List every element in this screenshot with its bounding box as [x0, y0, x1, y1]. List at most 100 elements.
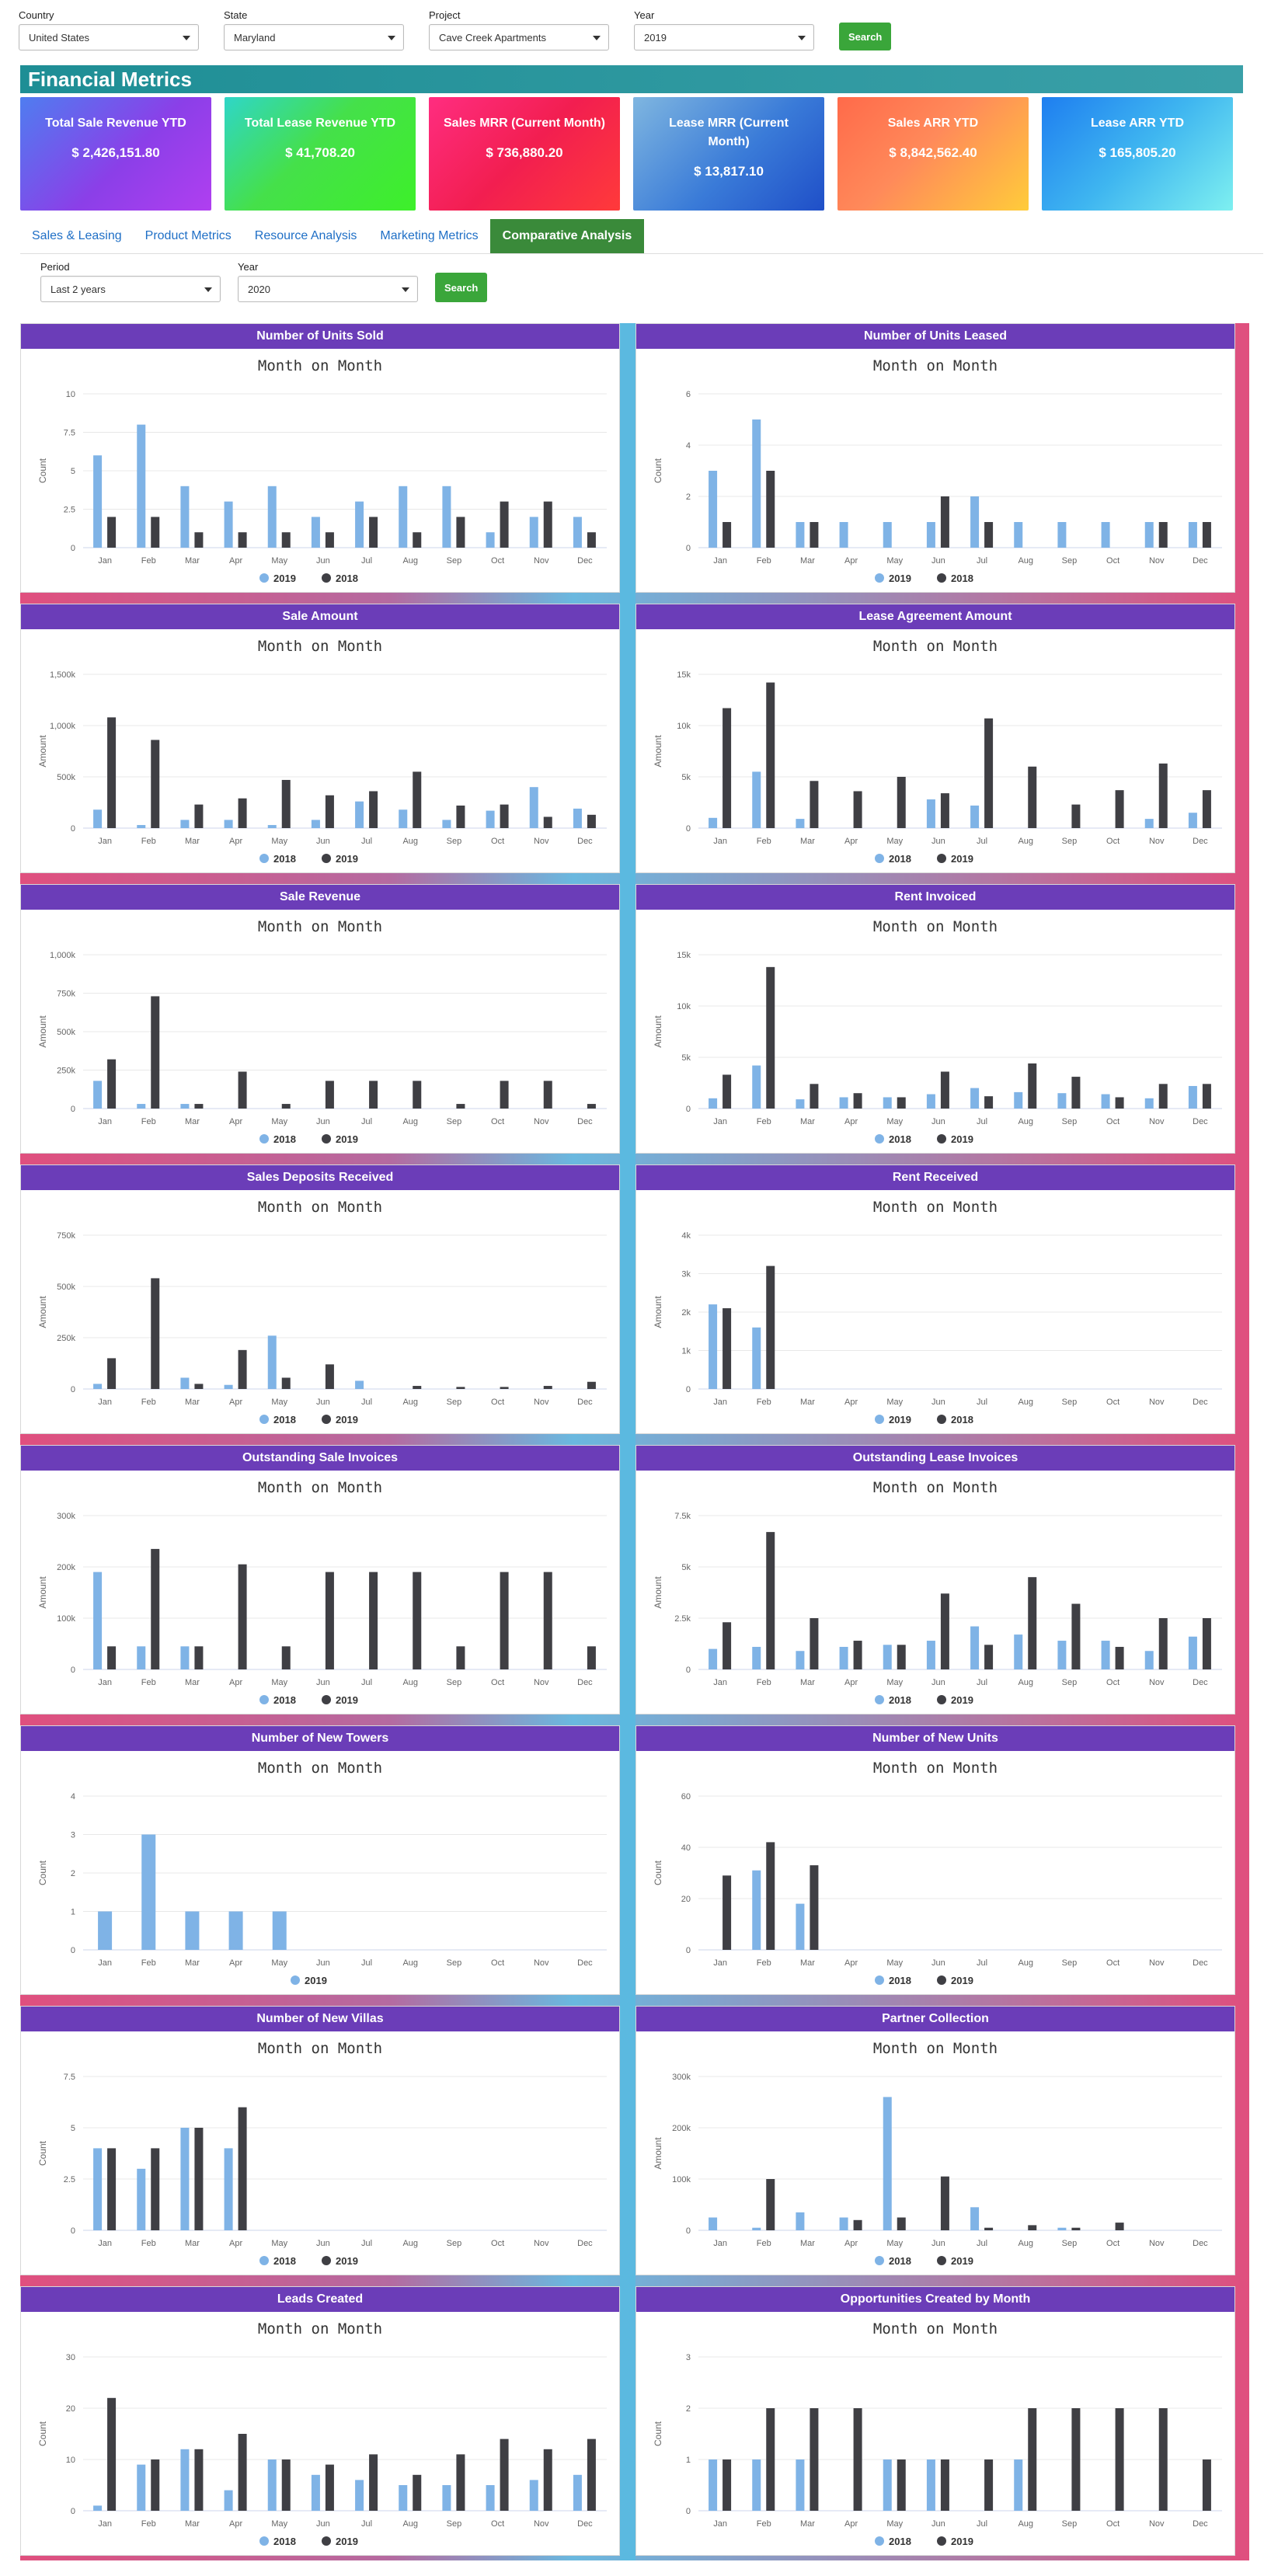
legend-item[interactable]: 2019 [889, 1414, 911, 1426]
bar-2018-jun[interactable] [926, 2459, 935, 2511]
bar-2019-sep[interactable] [456, 1646, 465, 1669]
bar-2018-feb[interactable] [151, 517, 160, 548]
bar-2019-apr[interactable] [238, 1071, 247, 1109]
bar-2019-may[interactable] [883, 522, 892, 548]
bar-2018-mar[interactable] [796, 1651, 805, 1669]
bar-2019-jul[interactable] [984, 1096, 994, 1109]
bar-2019-mar[interactable] [185, 1911, 200, 1951]
bar-2018-jun[interactable] [926, 1094, 935, 1109]
bar-2018-oct[interactable] [1101, 1094, 1110, 1109]
bar-2019-aug[interactable] [1028, 2225, 1037, 2230]
bar-2019-oct[interactable] [1115, 790, 1124, 828]
bar-2018-jan[interactable] [709, 817, 718, 828]
tab-resource-analysis[interactable]: Resource Analysis [254, 229, 357, 242]
bar-2019-oct[interactable] [1115, 2408, 1124, 2511]
bar-2019-sep[interactable] [456, 805, 465, 828]
bar-2018-apr[interactable] [839, 1646, 848, 1669]
tab-sales-leasing[interactable]: Sales & Leasing [32, 229, 122, 242]
bar-2018-may[interactable] [883, 2097, 892, 2230]
bar-2019-sep[interactable] [456, 1104, 465, 1109]
bar-2018-jul[interactable] [970, 805, 980, 828]
legend-item[interactable]: 2018 [889, 1975, 911, 1986]
legend-item[interactable]: 2019 [889, 573, 911, 584]
legend-item[interactable]: 2019 [336, 1133, 358, 1145]
search-button[interactable]: Search [839, 23, 892, 50]
bar-2019-aug[interactable] [413, 2474, 422, 2511]
legend-item[interactable]: 2019 [951, 853, 973, 865]
bar-2019-apr[interactable] [228, 1911, 243, 1951]
bar-2019-jul[interactable] [369, 1081, 378, 1109]
bar-2019-jan[interactable] [723, 2459, 732, 2511]
bar-2019-apr[interactable] [238, 1349, 247, 1389]
bar-2019-nov[interactable] [543, 2449, 552, 2511]
bar-2019-apr[interactable] [853, 1641, 862, 1669]
bar-2018-may[interactable] [883, 1645, 892, 1669]
bar-2019-feb[interactable] [766, 2408, 775, 2511]
bar-2019-may[interactable] [281, 1377, 291, 1389]
bar-2019-jun[interactable] [325, 795, 334, 828]
bar-2018-jan[interactable] [93, 2505, 103, 2511]
bar-2019-aug[interactable] [1028, 766, 1037, 828]
bar-2019-nov[interactable] [543, 816, 552, 828]
bar-2019-jul[interactable] [970, 496, 980, 548]
bar-2018-mar[interactable] [180, 820, 190, 828]
bar-2019-dec[interactable] [587, 1381, 596, 1389]
bar-2018-dec[interactable] [1188, 1085, 1197, 1109]
bar-2018-jan[interactable] [709, 1098, 718, 1109]
bar-2019-mar[interactable] [194, 2128, 204, 2230]
bar-2019-sep[interactable] [1071, 2408, 1081, 2511]
bar-2019-sep[interactable] [442, 486, 451, 548]
bar-2018-dec[interactable] [573, 808, 582, 828]
bar-2018-apr[interactable] [839, 2217, 848, 2231]
legend-item[interactable]: 2018 [889, 2536, 911, 2547]
legend-item[interactable]: 2018 [336, 573, 358, 584]
project-select[interactable]: Cave Creek Apartments [429, 24, 609, 50]
bar-2019-dec[interactable] [573, 517, 582, 548]
bar-2018-oct[interactable] [1101, 1641, 1110, 1669]
bar-2018-may[interactable] [267, 825, 277, 828]
bar-2019-jan[interactable] [709, 471, 718, 548]
bar-2018-aug[interactable] [1014, 2459, 1023, 2511]
bar-2018-may[interactable] [883, 2459, 892, 2511]
bar-2019-apr[interactable] [853, 791, 862, 828]
bar-2019-jan[interactable] [107, 1358, 117, 1389]
bar-2019-feb[interactable] [151, 1278, 160, 1389]
bar-2019-dec[interactable] [1188, 522, 1197, 548]
bar-2019-nov[interactable] [543, 1572, 552, 1669]
bar-2019-sep[interactable] [1057, 522, 1067, 548]
tab-product-metrics[interactable]: Product Metrics [145, 229, 232, 242]
bar-2019-oct[interactable] [500, 2438, 509, 2511]
bar-2019-jan[interactable] [107, 2397, 117, 2511]
bar-2019-nov[interactable] [1158, 2408, 1168, 2511]
bar-2019-feb[interactable] [766, 966, 775, 1109]
bar-2019-apr[interactable] [853, 2408, 862, 2511]
bar-2019-jun[interactable] [311, 517, 320, 548]
bar-2018-dec[interactable] [573, 2474, 582, 2511]
bar-2019-jun[interactable] [926, 522, 935, 548]
legend-item[interactable]: 2019 [951, 1133, 973, 1145]
bar-2019-jul[interactable] [984, 2227, 994, 2230]
bar-2018-feb[interactable] [752, 771, 761, 828]
bar-2018-aug[interactable] [413, 532, 422, 548]
bar-2018-jul[interactable] [355, 2480, 364, 2511]
bar-2018-may[interactable] [281, 532, 291, 548]
bar-2018-may[interactable] [267, 2459, 277, 2511]
bar-2019-oct[interactable] [1115, 2223, 1124, 2230]
bar-2018-feb[interactable] [137, 1104, 146, 1109]
bar-2018-jan[interactable] [107, 517, 117, 548]
bar-2019-aug[interactable] [413, 1572, 422, 1669]
bar-2018-jan[interactable] [709, 2459, 718, 2511]
bar-2018-apr[interactable] [224, 820, 233, 828]
bar-2019-jan[interactable] [107, 1059, 117, 1109]
bar-2018-jan[interactable] [709, 2217, 718, 2231]
legend-item[interactable]: 2019 [305, 1975, 327, 1986]
legend-item[interactable]: 2018 [273, 1694, 296, 1706]
bar-2019-jun[interactable] [940, 2459, 949, 2511]
bar-2018-aug[interactable] [399, 809, 408, 828]
bar-2018-mar[interactable] [180, 2128, 190, 2230]
year-select[interactable]: 2019 [634, 24, 814, 50]
bar-2018-oct[interactable] [486, 2485, 495, 2511]
bar-2018-feb[interactable] [752, 2227, 761, 2230]
bar-2018-jun[interactable] [926, 799, 935, 828]
bar-2018-jan[interactable] [93, 809, 103, 828]
